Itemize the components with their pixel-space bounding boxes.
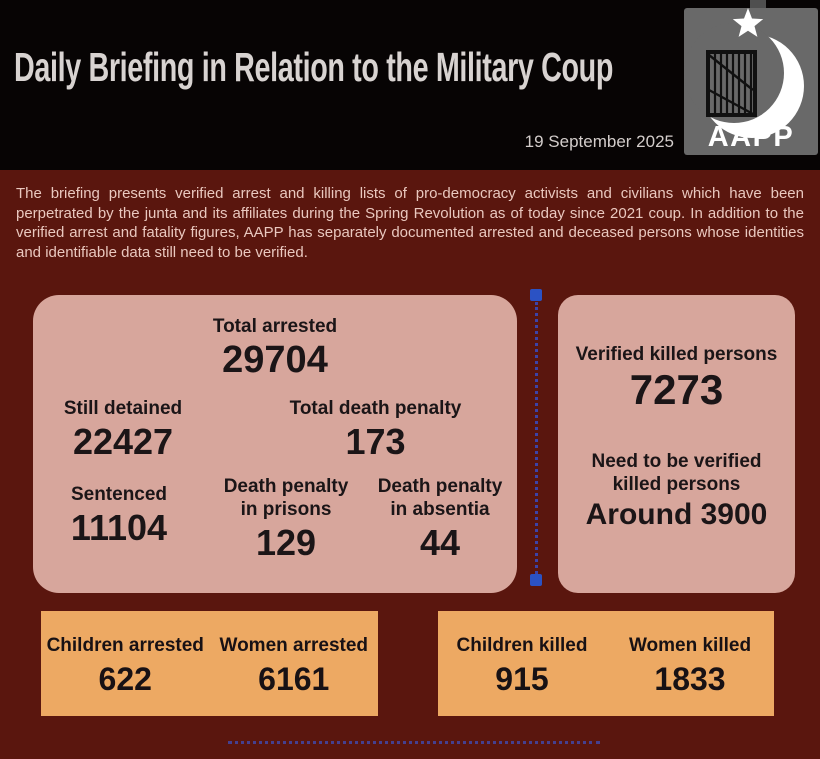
stat-children-arrested: Children arrested 622 xyxy=(41,611,210,716)
stat-value: 6161 xyxy=(258,661,330,697)
star-icon xyxy=(732,8,764,37)
killed-demographics-panel: Children killed 915 Women killed 1833 xyxy=(438,611,774,716)
stat-sentenced: Sentenced 11104 xyxy=(33,483,205,548)
stat-label: Children killed xyxy=(456,635,588,656)
stat-value: 44 xyxy=(419,522,461,563)
stat-value: 11104 xyxy=(70,507,168,548)
stat-death-penalty-in-prisons: Death penalty in prisons 129 xyxy=(200,475,372,563)
arrested-demographics-panel: Children arrested 622 Women arrested 616… xyxy=(41,611,378,716)
stat-label: Need to be verified killed persons xyxy=(591,451,762,495)
briefing-date: 19 September 2025 xyxy=(524,132,674,151)
stat-women-arrested: Women arrested 6161 xyxy=(210,611,379,716)
stat-total-arrested: Total arrested 29704 xyxy=(33,315,517,380)
bottom-dotted-rule xyxy=(228,741,600,744)
header: Daily Briefing in Relation to the Milita… xyxy=(0,0,820,170)
stat-death-penalty-in-absentia: Death penalty in absentia 44 xyxy=(354,475,526,563)
stat-verified-killed: Verified killed persons 7273 xyxy=(558,343,795,412)
stat-value: 29704 xyxy=(222,339,328,381)
divider-square-bottom xyxy=(530,574,542,586)
stat-label: Total arrested xyxy=(212,316,338,337)
stat-children-killed: Children killed 915 xyxy=(438,611,606,716)
aapp-logo: AAPP xyxy=(684,0,818,155)
stat-value: 915 xyxy=(495,661,549,697)
stat-total-death-penalty: Total death penalty 173 xyxy=(273,397,478,462)
divider-square-top xyxy=(530,289,542,301)
stat-label: Children arrested xyxy=(46,635,204,656)
stat-label: Still detained xyxy=(63,398,183,419)
stat-women-killed: Women killed 1833 xyxy=(606,611,774,716)
stat-value: 173 xyxy=(345,421,406,462)
stat-value: Around 3900 xyxy=(585,498,768,531)
stat-value: 1833 xyxy=(654,661,726,697)
logo-text: AAPP xyxy=(708,121,795,153)
stat-label: Women killed xyxy=(628,635,752,656)
stat-label: Sentenced xyxy=(70,484,168,505)
stat-label: Women arrested xyxy=(219,635,369,656)
stat-need-verified-killed: Need to be verified killed persons Aroun… xyxy=(558,450,795,532)
stat-value: 22427 xyxy=(72,421,174,462)
stat-label: Verified killed persons xyxy=(575,344,778,365)
stat-label: Total death penalty xyxy=(289,398,462,419)
stat-label: Death penalty in absentia xyxy=(377,476,503,520)
stat-value: 129 xyxy=(255,522,317,563)
stat-value: 622 xyxy=(98,661,152,697)
stat-value: 7273 xyxy=(629,366,724,413)
killed-stats-panel: Verified killed persons 7273 Need to be … xyxy=(558,295,795,593)
prison-gate-icon xyxy=(706,50,757,117)
stat-still-detained: Still detained 22427 xyxy=(33,397,213,462)
arrest-stats-panel: Total arrested 29704 Still detained 2242… xyxy=(33,295,517,593)
page-title: Daily Briefing in Relation to the Milita… xyxy=(14,44,614,90)
dotted-divider-line xyxy=(535,302,538,574)
briefing-summary: The briefing presents verified arrest an… xyxy=(16,185,804,261)
stat-label: Death penalty in prisons xyxy=(223,476,349,520)
